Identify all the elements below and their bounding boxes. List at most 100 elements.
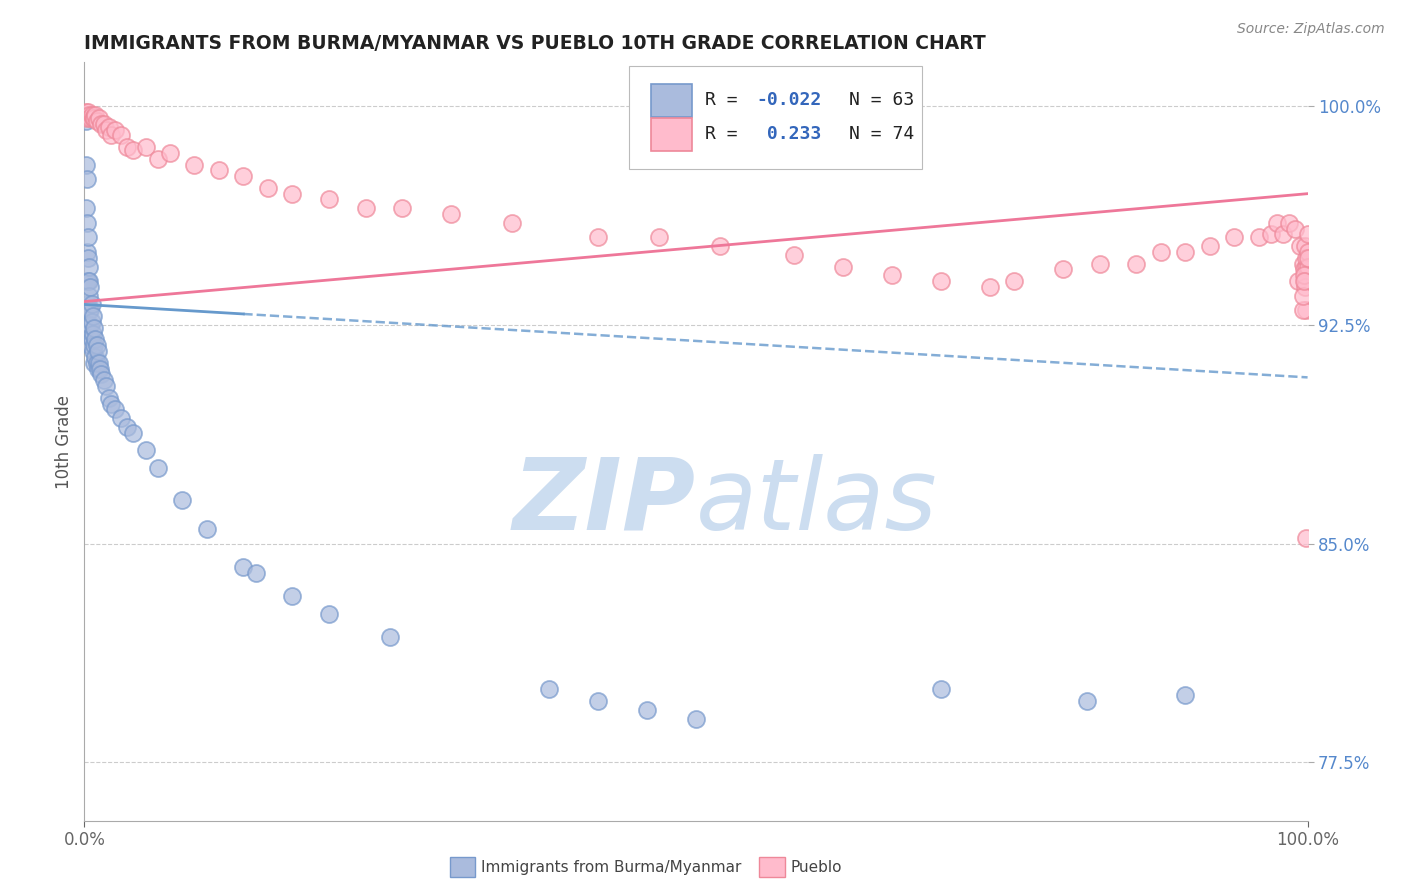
Point (122, 143, 145, 157)
Point (76, 111, 98, 125)
Text: Pueblo: Pueblo (790, 860, 842, 874)
Point (648, 230, 671, 244)
Point (110, 128, 132, 143)
Point (79, 338, 101, 352)
Text: N = 63: N = 63 (849, 91, 914, 110)
Point (538, 682, 561, 697)
Point (93, 373, 115, 387)
Point (1292, 262, 1315, 277)
Point (685, 712, 707, 726)
Point (83, 111, 105, 125)
Text: Immigrants from Burma/Myanmar: Immigrants from Burma/Myanmar (481, 860, 741, 874)
Point (159, 145, 181, 160)
Point (380, 630, 402, 644)
Point (586, 694, 609, 708)
Text: Source: ZipAtlas.com: Source: ZipAtlas.com (1237, 22, 1385, 37)
Point (195, 522, 218, 536)
Point (100, 128, 122, 143)
Point (318, 193, 340, 207)
Point (82, 309, 104, 323)
Point (586, 230, 609, 244)
Point (183, 157, 205, 171)
Point (929, 682, 952, 697)
Point (77, 274, 100, 288)
Text: N = 74: N = 74 (849, 126, 914, 144)
Point (76, 216, 98, 230)
Point (1292, 268, 1315, 283)
Point (1296, 227, 1319, 242)
Point (77, 318, 100, 332)
FancyBboxPatch shape (651, 84, 692, 117)
Point (1284, 221, 1306, 235)
Point (1292, 303, 1315, 318)
Point (104, 402, 127, 417)
Point (232, 169, 254, 183)
Point (122, 425, 145, 440)
Point (135, 443, 157, 458)
Point (1295, 251, 1317, 265)
Point (79, 280, 101, 294)
Point (77, 108, 100, 122)
Point (1294, 239, 1316, 253)
Point (77, 105, 100, 120)
Text: IMMIGRANTS FROM BURMA/MYANMAR VS PUEBLO 10TH GRADE CORRELATION CHART: IMMIGRANTS FROM BURMA/MYANMAR VS PUEBLO … (84, 34, 986, 53)
Point (84, 333, 107, 347)
Point (100, 396, 122, 410)
Y-axis label: 10th Grade: 10th Grade (55, 394, 73, 489)
Point (90, 117, 112, 131)
Point (82, 111, 104, 125)
Point (1002, 274, 1025, 288)
Point (1260, 227, 1282, 242)
Point (502, 216, 524, 230)
Point (87, 356, 110, 370)
Point (77, 297, 100, 311)
Point (84, 350, 107, 364)
Point (709, 239, 731, 253)
Point (75, 157, 97, 171)
Point (80, 297, 103, 311)
Point (146, 152, 169, 166)
Text: -0.022: -0.022 (756, 91, 821, 110)
Point (80, 333, 103, 347)
Point (89, 361, 111, 376)
Point (1292, 289, 1315, 303)
FancyBboxPatch shape (628, 66, 922, 169)
Point (1052, 262, 1074, 277)
Point (90, 368, 112, 382)
Point (76, 274, 98, 288)
Point (1265, 216, 1288, 230)
Point (318, 607, 340, 621)
Point (77, 274, 100, 288)
Point (135, 140, 157, 154)
Point (783, 248, 806, 262)
Point (1174, 244, 1197, 259)
Point (76, 172, 98, 186)
Point (1294, 274, 1316, 288)
Point (281, 589, 304, 603)
Point (75, 113, 97, 128)
Point (77, 230, 100, 244)
Point (87, 344, 110, 359)
Point (83, 356, 105, 370)
Point (97, 120, 120, 134)
Point (93, 117, 115, 131)
Point (1088, 257, 1111, 271)
Point (1150, 244, 1173, 259)
Point (75, 105, 97, 120)
Point (79, 111, 101, 125)
Point (257, 181, 280, 195)
Point (77, 303, 100, 318)
Point (80, 315, 103, 329)
Point (1296, 244, 1319, 259)
Point (1294, 280, 1316, 294)
Text: R =: R = (704, 91, 737, 110)
Text: 0.233: 0.233 (756, 126, 821, 144)
Point (86, 356, 108, 370)
Point (87, 111, 110, 125)
Point (86, 338, 108, 352)
Point (929, 274, 952, 288)
Point (79, 303, 101, 318)
Point (232, 560, 254, 574)
Point (1198, 239, 1220, 253)
Point (80, 108, 103, 122)
